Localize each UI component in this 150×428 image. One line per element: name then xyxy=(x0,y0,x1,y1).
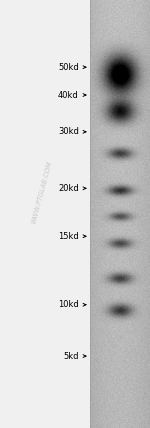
Text: 5kd: 5kd xyxy=(63,351,79,361)
Text: 20kd: 20kd xyxy=(58,184,79,193)
Text: 30kd: 30kd xyxy=(58,127,79,137)
Text: WWW.PTGLAB.COM: WWW.PTGLAB.COM xyxy=(31,160,53,225)
Text: 40kd: 40kd xyxy=(58,90,79,100)
Text: 10kd: 10kd xyxy=(58,300,79,309)
Text: 50kd: 50kd xyxy=(58,62,79,72)
Text: 15kd: 15kd xyxy=(58,232,79,241)
